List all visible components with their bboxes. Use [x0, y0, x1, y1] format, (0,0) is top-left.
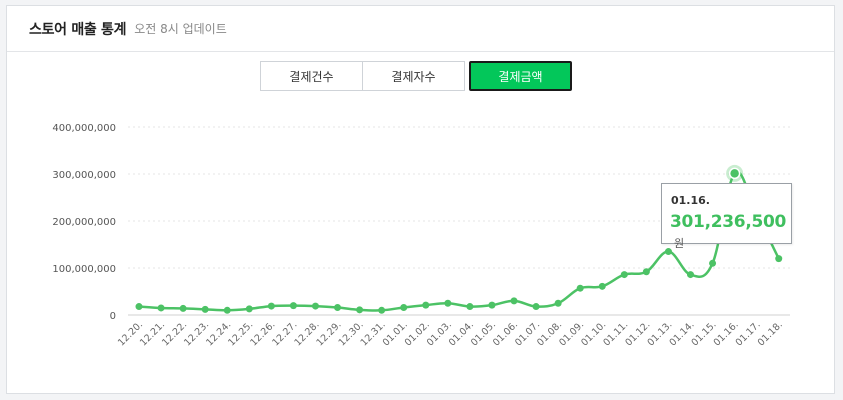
- update-time-label: 오전 8시 업데이트: [134, 22, 227, 36]
- data-point: [532, 303, 540, 311]
- data-point: [620, 271, 628, 279]
- data-point: [223, 306, 231, 314]
- y-tick-label: 100,000,000: [52, 264, 116, 275]
- panel-header: 스토어 매출 통계 오전 8시 업데이트: [7, 6, 834, 52]
- chart-tooltip: 01.16. 301,236,500 원: [661, 183, 792, 250]
- data-point: [289, 302, 297, 310]
- data-point: [775, 255, 783, 263]
- data-point: [598, 282, 606, 290]
- data-point-highlighted: [728, 167, 741, 180]
- data-point: [642, 268, 650, 276]
- data-point: [201, 305, 209, 313]
- data-point: [664, 248, 672, 256]
- x-tick-label: 01.18.: [756, 319, 785, 348]
- metric-tabs: 결제건수 결제자수 결제금액: [260, 61, 572, 91]
- data-point: [356, 306, 364, 314]
- y-tick-label: 0: [110, 311, 116, 322]
- y-tick-label: 400,000,000: [52, 123, 116, 134]
- data-point: [576, 284, 584, 292]
- data-point: [510, 297, 518, 305]
- data-point: [488, 301, 496, 309]
- data-point: [334, 303, 342, 311]
- data-point: [135, 303, 143, 311]
- data-point: [444, 299, 452, 307]
- tooltip-amount: 301,236,500: [670, 212, 787, 232]
- data-point: [422, 301, 430, 309]
- panel-title: 스토어 매출 통계: [29, 21, 127, 38]
- tooltip-value: 301,236,500 원: [670, 212, 791, 252]
- data-point: [554, 299, 562, 307]
- y-tick-label: 300,000,000: [52, 170, 116, 181]
- data-point: [466, 303, 474, 311]
- data-point: [311, 302, 319, 310]
- tab-payment-count[interactable]: 결제건수: [260, 61, 363, 91]
- tab-payer-count[interactable]: 결제자수: [362, 61, 465, 91]
- data-point: [267, 302, 275, 310]
- data-point: [157, 304, 165, 312]
- data-point: [687, 271, 694, 279]
- tooltip-date: 01.16.: [671, 194, 710, 207]
- tab-payment-amount[interactable]: 결제금액: [469, 61, 572, 91]
- data-point: [245, 305, 253, 313]
- data-point: [400, 303, 408, 311]
- tooltip-unit: 원: [674, 237, 684, 250]
- data-point: [378, 306, 386, 314]
- data-point: [179, 304, 187, 312]
- data-point: [709, 259, 717, 267]
- y-tick-label: 200,000,000: [52, 217, 116, 228]
